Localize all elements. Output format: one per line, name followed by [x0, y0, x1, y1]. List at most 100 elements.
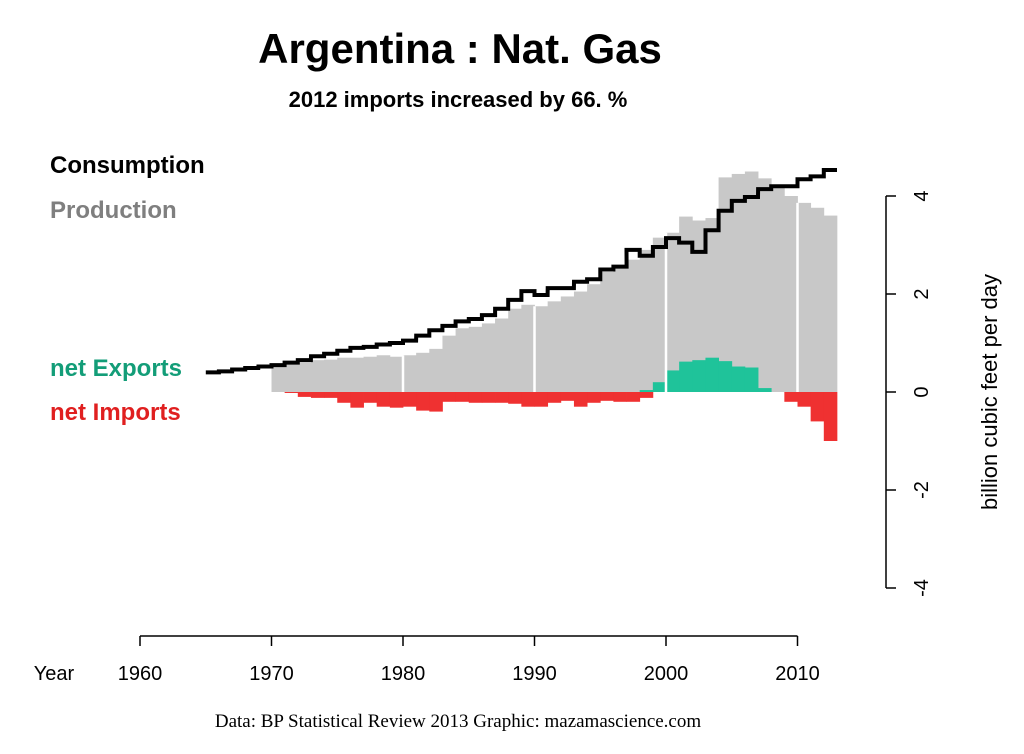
production-bar-1975	[337, 357, 351, 392]
imports-bar-1995	[600, 392, 614, 401]
production-bar-1998	[639, 249, 654, 392]
production-bar-1977	[363, 356, 378, 392]
production-layer	[271, 171, 838, 392]
plot-area	[205, 168, 838, 441]
exports-bar-1999	[652, 382, 667, 392]
y-tick-label: -2	[911, 481, 933, 499]
legend-production: Production	[50, 197, 177, 224]
production-bar-1982	[429, 348, 443, 392]
imports-bar-2011	[810, 392, 825, 422]
x-tick-label: 2010	[775, 663, 820, 685]
production-bar-1989	[521, 304, 535, 392]
production-bar-1997	[626, 259, 641, 392]
production-bar-2003	[705, 218, 719, 392]
production-bar-1991	[547, 301, 562, 392]
production-bar-1990	[534, 306, 549, 392]
imports-bar-1985	[468, 392, 483, 403]
production-bar-2011	[810, 207, 825, 392]
production-bar-1992	[560, 296, 575, 392]
imports-bar-1973	[310, 392, 325, 398]
production-bar-2005	[731, 173, 746, 392]
imports-bar-1994	[587, 392, 601, 403]
imports-bar-1986	[481, 392, 496, 403]
production-bar-1970	[271, 365, 286, 392]
source-caption: Data: BP Statistical Review 2013 Graphic…	[215, 711, 702, 732]
y-axis-label: billion cubic feet per day	[977, 274, 1002, 510]
x-tick-label: 1990	[512, 663, 557, 685]
production-bar-1971	[284, 364, 299, 392]
production-bar-2008	[771, 186, 785, 392]
imports-bar-1982	[429, 392, 443, 412]
production-bar-2006	[744, 171, 759, 392]
exports-bar-2006	[744, 367, 759, 392]
imports-bar-1996	[613, 392, 627, 402]
exports-bar-1998	[639, 390, 654, 392]
production-bar-2000	[666, 232, 680, 392]
y-tick-label: 4	[911, 190, 933, 201]
x-axis-label: Year	[34, 663, 75, 685]
production-bar-2004	[718, 177, 733, 392]
imports-bar-1991	[547, 392, 562, 403]
legend-net-exports: net Exports	[50, 355, 182, 382]
x-tick-label: 1960	[118, 663, 163, 685]
production-bar-1987	[495, 318, 509, 392]
imports-bar-1980	[403, 392, 417, 407]
x-tick-label: 1970	[249, 663, 294, 685]
imports-bar-2012	[823, 392, 838, 441]
production-bar-2012	[823, 215, 838, 392]
exports-bar-2001	[679, 361, 693, 392]
production-bar-1979	[389, 356, 404, 392]
production-bar-1985	[468, 326, 483, 392]
imports-bar-1984	[455, 392, 470, 402]
imports-bar-1976	[350, 392, 364, 408]
imports-bar-1972	[297, 392, 312, 397]
production-bar-1984	[455, 328, 470, 392]
imports-bar-1978	[376, 392, 391, 407]
imports-bar-1989	[521, 392, 535, 407]
production-bar-2009	[784, 196, 798, 392]
production-bar-1981	[416, 352, 430, 392]
imports-bar-1971	[284, 392, 299, 393]
production-bar-1994	[587, 284, 601, 392]
imports-bar-1974	[324, 392, 338, 398]
imports-bar-1990	[534, 392, 549, 407]
production-bar-1974	[324, 359, 338, 392]
exports-layer	[639, 357, 772, 392]
imports-bar-1987	[495, 392, 509, 403]
production-bar-1993	[573, 291, 588, 392]
production-bar-2007	[758, 178, 772, 392]
y-tick-label: 0	[911, 386, 933, 397]
production-bar-1972	[297, 362, 312, 392]
imports-bar-1998	[639, 392, 654, 398]
y-tick-label: 2	[911, 288, 933, 299]
production-bar-1976	[350, 357, 364, 392]
production-bar-2010	[797, 202, 812, 392]
production-bar-2001	[679, 216, 693, 392]
production-bar-1980	[403, 355, 417, 392]
y-tick-label: -4	[911, 579, 933, 597]
imports-bar-1977	[363, 392, 378, 403]
chart-subtitle: 2012 imports increased by 66. %	[289, 87, 628, 112]
y-axis: -4 -2 0 2 4 billion cubic feet per day	[885, 190, 1002, 597]
production-bar-1978	[376, 355, 391, 392]
production-bar-1986	[481, 323, 496, 392]
imports-bar-1993	[573, 392, 588, 407]
decade-lines	[401, 202, 799, 392]
production-bar-1973	[310, 360, 325, 392]
x-tick-label: 2000	[644, 663, 689, 685]
x-tick-label: 1980	[381, 663, 426, 685]
exports-bar-2005	[731, 366, 746, 392]
production-bar-1988	[508, 308, 522, 392]
imports-layer	[284, 392, 838, 441]
exports-bar-2003	[705, 357, 719, 392]
exports-bar-2004	[718, 361, 733, 392]
imports-bar-2009	[784, 392, 798, 402]
legend: Consumption Production net Exports net I…	[50, 152, 205, 426]
production-bar-1996	[613, 267, 627, 392]
exports-bar-2000	[666, 370, 680, 392]
imports-bar-1997	[626, 392, 641, 402]
consumption-line	[205, 168, 837, 375]
imports-bar-1983	[442, 392, 456, 402]
imports-bar-2010	[797, 392, 812, 407]
chart-title: Argentina : Nat. Gas	[258, 25, 662, 72]
